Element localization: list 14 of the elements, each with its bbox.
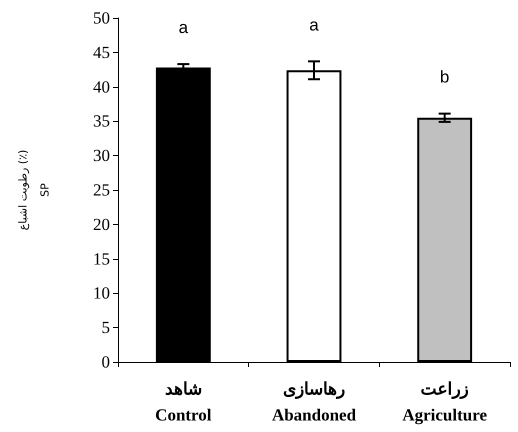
y-tick-label: 35 (93, 112, 110, 131)
y-tick-label: 20 (93, 214, 110, 234)
y-tick-label: 0 (102, 352, 110, 372)
annotation: a (178, 18, 189, 38)
annotation: b (440, 68, 450, 87)
annotation: a (309, 15, 320, 34)
y-tick-label: 40 (93, 77, 110, 96)
y-tick-label: 15 (93, 249, 110, 268)
y-tick-label: 25 (93, 180, 110, 200)
y-tick-label: 45 (93, 42, 110, 62)
y-tick-label: 5 (102, 318, 110, 338)
y-tick-label: 30 (93, 146, 110, 166)
y-tick-label: 10 (93, 284, 110, 303)
y-tick-label: 50 (93, 8, 110, 28)
